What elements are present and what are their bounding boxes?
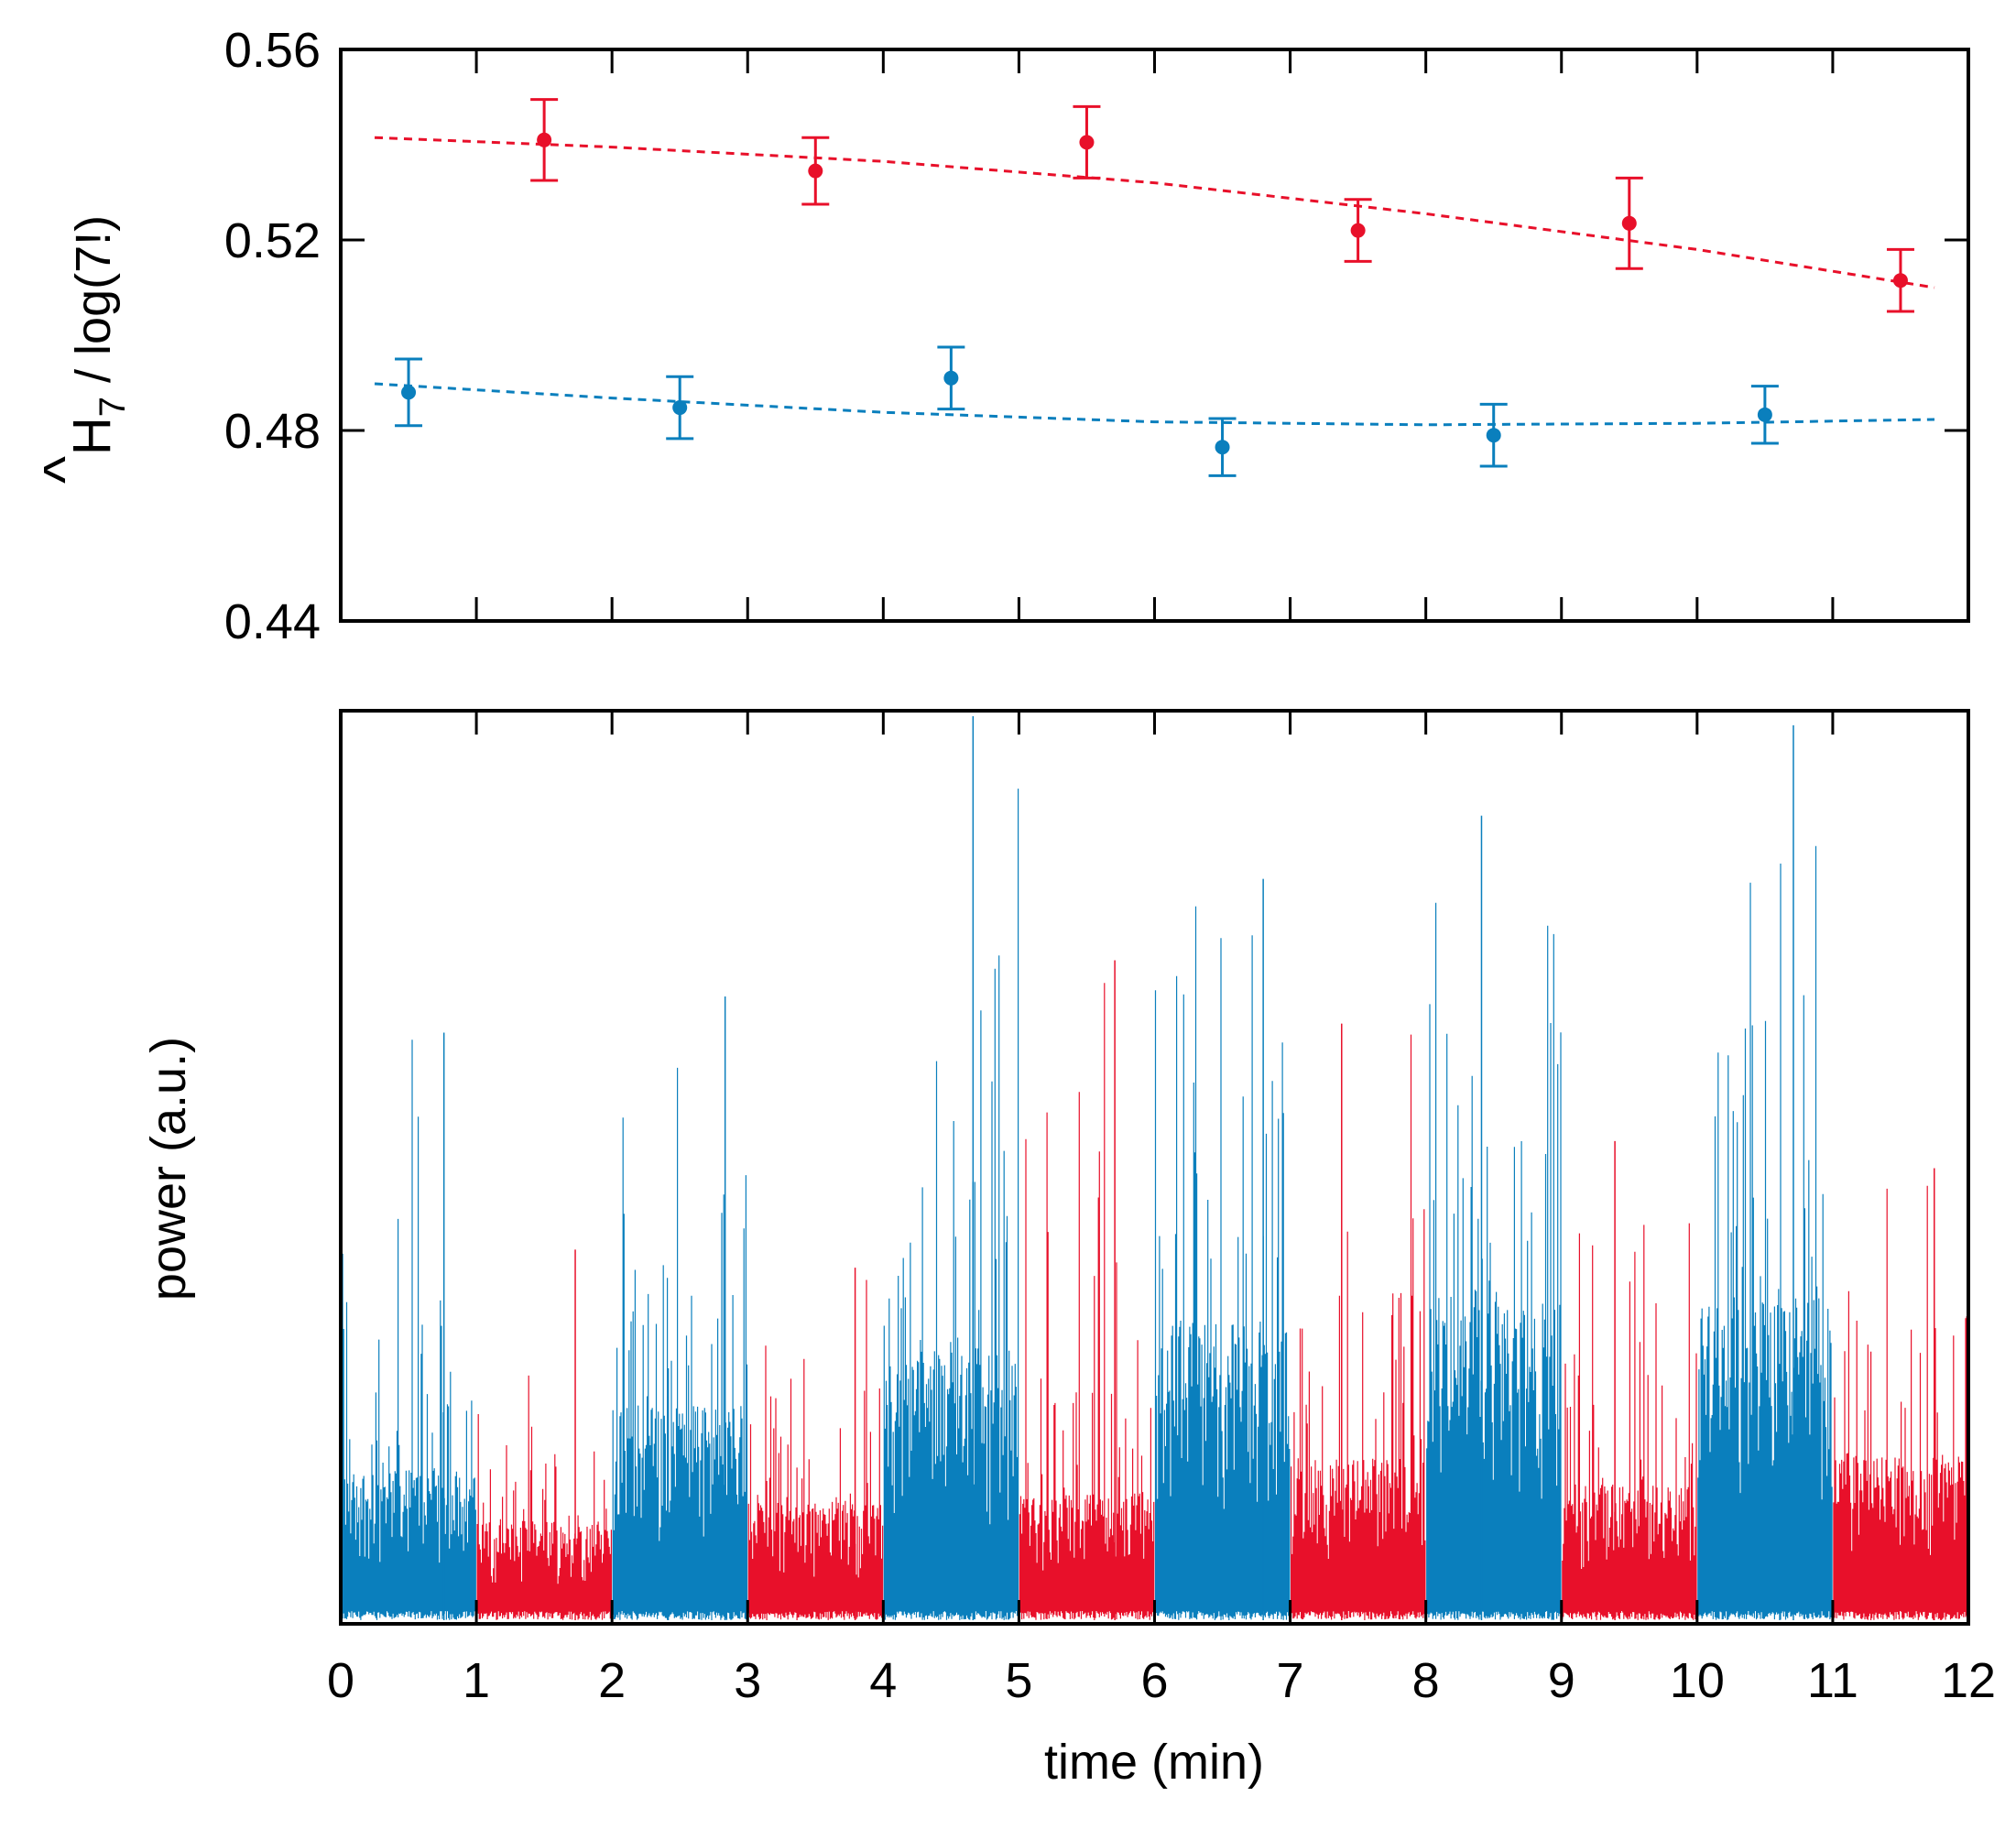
top-y-tick-label: 0.56 xyxy=(224,23,321,78)
power-segment xyxy=(1154,906,1291,1620)
top-y-tick-label: 0.48 xyxy=(224,404,321,459)
point-marker xyxy=(808,163,823,179)
x-tick-label: 5 xyxy=(1005,1653,1032,1708)
ylabel-main: H xyxy=(62,417,122,455)
x-axis-label: time (min) xyxy=(1044,1735,1264,1790)
point-marker xyxy=(1892,273,1908,289)
point-marker xyxy=(1215,440,1230,455)
top-y-tick-labels: 0.44 0.48 0.52 0.56 xyxy=(224,23,321,649)
power-segment xyxy=(476,1375,612,1620)
point-marker xyxy=(1486,428,1501,443)
x-tick-label: 0 xyxy=(327,1653,354,1708)
point-marker xyxy=(401,385,417,400)
top-plot-frame xyxy=(339,48,1970,623)
ylabel-suffix: / log(7!) xyxy=(66,215,121,397)
data-point xyxy=(1615,176,1643,270)
x-tick-label: 7 xyxy=(1277,1653,1304,1708)
x-tick-label: 8 xyxy=(1412,1653,1440,1708)
data-point xyxy=(937,345,965,411)
x-tick-labels: 0 1 2 3 4 5 6 7 8 9 10 11 12 xyxy=(327,1653,1996,1708)
x-tick-label: 3 xyxy=(734,1653,761,1708)
bottom-y-axis-label: power (a.u.) xyxy=(141,1037,196,1301)
power-trace xyxy=(341,716,1968,1620)
power-segment xyxy=(883,789,1019,1620)
point-marker xyxy=(672,400,688,416)
power-segment xyxy=(1833,1185,1968,1620)
trend-line xyxy=(374,136,1935,289)
power-segment xyxy=(1697,845,1833,1620)
point-marker xyxy=(537,132,552,147)
x-tick-label: 6 xyxy=(1140,1653,1168,1708)
data-point xyxy=(1073,104,1101,180)
power-segment xyxy=(1291,1034,1426,1620)
trend-line xyxy=(374,382,1935,427)
point-marker xyxy=(943,370,959,386)
power-segment xyxy=(1426,902,1562,1620)
x-tick-label: 11 xyxy=(1807,1653,1858,1708)
top-y-tick-label: 0.52 xyxy=(224,213,321,268)
data-point xyxy=(395,357,423,428)
x-tick-label: 9 xyxy=(1548,1653,1575,1708)
x-tick-label: 10 xyxy=(1670,1653,1725,1708)
data-point xyxy=(666,375,694,441)
trend-lines xyxy=(374,136,1935,427)
data-point xyxy=(1208,417,1237,477)
data-point xyxy=(801,136,830,206)
power-panel: 0 1 2 3 4 5 6 7 8 9 10 11 12 time (min) power (a.u.) xyxy=(141,709,1996,1790)
ylabel-hat: ^ xyxy=(31,456,97,484)
top-y-axis-label: H7 / log(7!) xyxy=(62,215,133,455)
top-y-tick-label: 0.44 xyxy=(224,594,321,649)
data-point xyxy=(1479,402,1508,468)
power-segment xyxy=(747,1279,884,1620)
point-marker xyxy=(1621,215,1637,231)
data-point xyxy=(1344,198,1372,263)
x-tick-label: 12 xyxy=(1941,1653,1996,1708)
power-segment xyxy=(1562,1223,1697,1620)
power-segment xyxy=(1019,983,1155,1620)
bottom-plot-frame xyxy=(339,709,1970,1626)
point-marker xyxy=(1079,135,1095,150)
power-segment xyxy=(612,1067,748,1620)
point-marker xyxy=(1350,223,1366,238)
bottom-axis-ticks xyxy=(474,711,1835,1624)
x-tick-label: 2 xyxy=(598,1653,626,1708)
data-point xyxy=(530,98,559,182)
data-points xyxy=(395,98,1914,477)
power-segment xyxy=(341,1040,476,1620)
x-tick-label: 4 xyxy=(869,1653,897,1708)
data-point xyxy=(1750,385,1779,445)
x-tick-label: 1 xyxy=(463,1653,490,1708)
ylabel-subscript: 7 xyxy=(93,397,133,417)
entropy-panel: 0.44 0.48 0.52 0.56 H7 / log(7!) ^ xyxy=(31,23,1970,649)
data-point xyxy=(1886,247,1914,313)
top-axis-ticks xyxy=(341,49,1968,621)
point-marker xyxy=(1757,407,1772,422)
